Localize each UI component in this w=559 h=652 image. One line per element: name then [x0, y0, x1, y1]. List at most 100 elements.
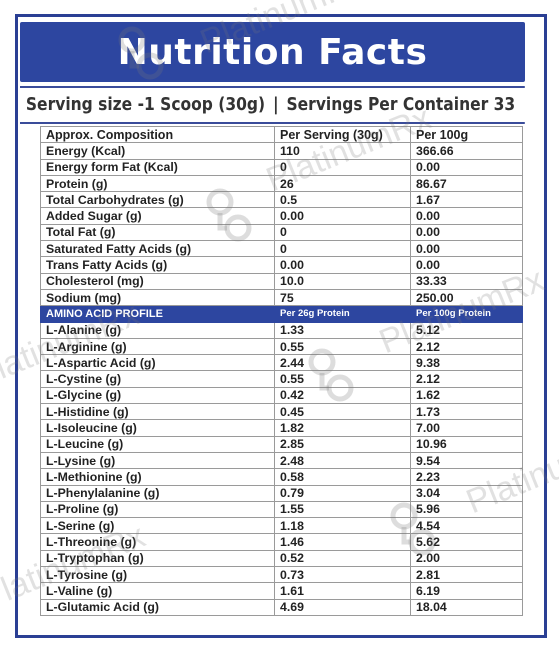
- table-row: L-Leucine (g) 2.85 10.96: [40, 435, 523, 453]
- nutrient-name: L-Glycine (g): [40, 386, 275, 405]
- nutrient-name: L-Arginine (g): [40, 337, 275, 356]
- table-row: L-Phenylalanine (g) 0.79 3.04: [40, 484, 523, 502]
- per-100g-value: 10.96: [410, 435, 523, 453]
- table-row: Protein (g) 26 86.67: [40, 174, 523, 193]
- per-serving-value: 1.55: [274, 500, 411, 519]
- nutrient-name: Protein (g): [40, 174, 275, 193]
- column-header: Per 26g Protein: [274, 305, 411, 323]
- per-serving-value: 0.73: [274, 566, 411, 584]
- column-header: Approx. Composition: [40, 125, 275, 144]
- per-serving-value: 2.44: [274, 354, 411, 372]
- nutrient-name: L-Valine (g): [40, 582, 275, 600]
- per-100g-value: 5.96: [410, 500, 523, 519]
- nutrient-name: L-Lysine (g): [40, 451, 275, 470]
- table-row: Total Carbohydrates (g) 0.5 1.67: [40, 191, 523, 209]
- per-serving-value: 0: [274, 158, 411, 176]
- table-row: L-Aspartic Acid (g) 2.44 9.38: [40, 354, 523, 372]
- per-100g-value: 0.00: [410, 256, 523, 274]
- column-header: Per 100g Protein: [410, 305, 523, 323]
- per-100g-value: 1.62: [410, 386, 523, 405]
- nutrient-name: Saturated Fatty Acids (g): [40, 240, 275, 258]
- per-100g-value: 2.00: [410, 549, 523, 568]
- table-row: Trans Fatty Acids (g) 0.00 0.00: [40, 256, 523, 274]
- nutrient-name: L-Isoleucine (g): [40, 419, 275, 437]
- per-100g-value: 5.12: [410, 321, 523, 339]
- table-row: L-Arginine (g) 0.55 2.12: [40, 337, 523, 356]
- per-100g-value: 2.81: [410, 566, 523, 584]
- table-row: L-Cystine (g) 0.55 2.12: [40, 370, 523, 388]
- table-row: Energy form Fat (Kcal) 0 0.00: [40, 158, 523, 176]
- per-100g-value: 4.54: [410, 517, 523, 535]
- table-row: L-Glutamic Acid (g) 4.69 18.04: [40, 598, 523, 616]
- table-row: Total Fat (g) 0 0.00: [40, 223, 523, 242]
- per-100g-value: 9.38: [410, 354, 523, 372]
- per-serving-value: 0.79: [274, 484, 411, 502]
- per-serving-value: 1.61: [274, 582, 411, 600]
- nutrient-name: L-Phenylalanine (g): [40, 484, 275, 502]
- per-100g-value: 18.04: [410, 598, 523, 616]
- nutrient-name: L-Histidine (g): [40, 403, 275, 421]
- amino-acid-header-row: AMINO ACID PROFILE Per 26g Protein Per 100…: [40, 305, 523, 323]
- per-serving-value: 1.33: [274, 321, 411, 339]
- per-serving-value: 0: [274, 240, 411, 258]
- page-title: Nutrition Facts: [117, 31, 428, 73]
- nutrient-name: L-Tryptophan (g): [40, 549, 275, 568]
- per-serving-value: 2.48: [274, 451, 411, 470]
- per-serving-value: 110: [274, 142, 411, 160]
- table-row: Cholesterol (mg) 10.0 33.33: [40, 272, 523, 290]
- serving-size: Serving size -1 Scoop (30g): [25, 95, 266, 115]
- nutrient-name: Total Carbohydrates (g): [40, 191, 275, 209]
- per-serving-value: 0.52: [274, 549, 411, 568]
- nutrient-name: Total Fat (g): [40, 223, 275, 242]
- nutrient-name: Cholesterol (mg): [40, 272, 275, 290]
- per-serving-value: 0.42: [274, 386, 411, 405]
- nutrient-name: Added Sugar (g): [40, 207, 275, 225]
- per-100g-value: 2.12: [410, 337, 523, 356]
- per-serving-value: 0.45: [274, 403, 411, 421]
- table-row: Added Sugar (g) 0.00 0.00: [40, 207, 523, 225]
- per-serving-value: 0: [274, 223, 411, 242]
- servings-per-container: Servings Per Container 33: [286, 95, 516, 115]
- column-header: Per Serving (30g): [274, 125, 411, 144]
- column-header: Per 100g: [410, 125, 523, 144]
- per-serving-value: 0.5: [274, 191, 411, 209]
- column-header: AMINO ACID PROFILE: [40, 305, 275, 323]
- nutrient-name: L-Methionine (g): [40, 468, 275, 486]
- per-100g-value: 2.12: [410, 370, 523, 388]
- per-100g-value: 33.33: [410, 272, 523, 290]
- table-row: L-Histidine (g) 0.45 1.73: [40, 403, 523, 421]
- per-100g-value: 0.00: [410, 223, 523, 242]
- per-serving-value: 0.00: [274, 207, 411, 225]
- table-row: L-Alanine (g) 1.33 5.12: [40, 321, 523, 339]
- per-100g-value: 1.67: [410, 191, 523, 209]
- per-serving-value: 26: [274, 174, 411, 193]
- per-100g-value: 1.73: [410, 403, 523, 421]
- table-row: L-Methionine (g) 0.58 2.23: [40, 468, 523, 486]
- per-serving-value: 1.82: [274, 419, 411, 437]
- table-row: L-Glycine (g) 0.42 1.62: [40, 386, 523, 405]
- table-row: L-Threonine (g) 1.46 5.62: [40, 533, 523, 551]
- per-serving-value: 0.00: [274, 256, 411, 274]
- per-100g-value: 2.23: [410, 468, 523, 486]
- table-row: L-Isoleucine (g) 1.82 7.00: [40, 419, 523, 437]
- per-100g-value: 6.19: [410, 582, 523, 600]
- per-serving-value: 75: [274, 288, 411, 307]
- per-serving-value: 1.18: [274, 517, 411, 535]
- nutrient-name: Trans Fatty Acids (g): [40, 256, 275, 274]
- nutrient-name: L-Proline (g): [40, 500, 275, 519]
- table-row: Saturated Fatty Acids (g) 0 0.00: [40, 240, 523, 258]
- per-serving-value: 1.46: [274, 533, 411, 551]
- title-bar: Nutrition Facts: [20, 22, 525, 82]
- composition-header-row: Approx. Composition Per Serving (30g) Per …: [40, 125, 523, 144]
- per-serving-value: 4.69: [274, 598, 411, 616]
- per-100g-value: 0.00: [410, 207, 523, 225]
- table-row: Sodium (mg) 75 250.00: [40, 288, 523, 307]
- per-100g-value: 366.66: [410, 142, 523, 160]
- nutrient-name: L-Serine (g): [40, 517, 275, 535]
- table-row: L-Lysine (g) 2.48 9.54: [40, 451, 523, 470]
- nutrient-name: Energy (Kcal): [40, 142, 275, 160]
- nutrition-table: Approx. Composition Per Serving (30g) Per …: [40, 125, 523, 616]
- per-100g-value: 0.00: [410, 240, 523, 258]
- nutrient-name: L-Cystine (g): [40, 370, 275, 388]
- per-serving-value: 0.58: [274, 468, 411, 486]
